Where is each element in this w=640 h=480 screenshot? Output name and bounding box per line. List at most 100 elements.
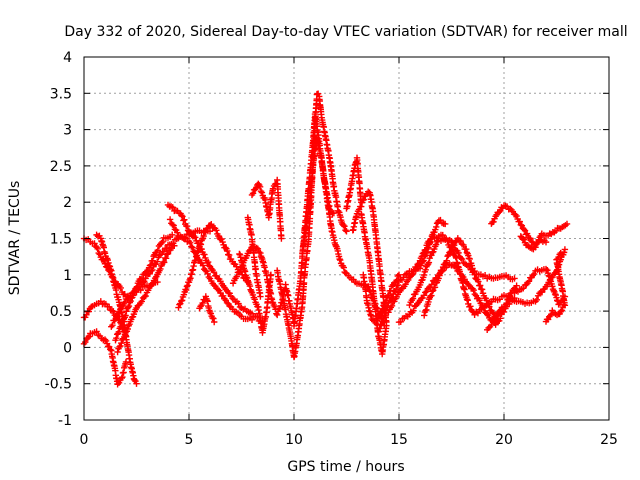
data-point — [154, 247, 161, 254]
data-point — [383, 322, 390, 329]
data-point — [154, 258, 161, 265]
data-point — [204, 258, 212, 266]
data-point — [498, 306, 505, 314]
data-point — [138, 298, 145, 305]
data-point — [133, 380, 140, 387]
data-point — [523, 230, 531, 237]
data-point — [376, 325, 383, 332]
data-point — [96, 251, 103, 258]
data-point — [131, 376, 138, 384]
data-series-sat-g — [114, 242, 178, 356]
data-point — [125, 302, 133, 310]
data-point — [517, 221, 524, 229]
x-tick-label: 0 — [80, 432, 89, 448]
data-point — [122, 312, 129, 319]
data-point — [378, 321, 385, 328]
data-point — [243, 273, 250, 281]
data-point — [420, 292, 428, 299]
y-tick-label: 1.5 — [50, 232, 72, 248]
data-point — [222, 244, 229, 251]
data-point — [109, 321, 116, 329]
data-point — [375, 328, 383, 335]
data-point — [452, 238, 459, 246]
data-point — [538, 288, 546, 296]
data-point — [429, 288, 436, 295]
data-point — [169, 231, 176, 239]
data-point — [160, 259, 168, 266]
data-series-sat-n — [248, 176, 285, 242]
data-point — [251, 186, 259, 193]
data-point — [229, 280, 237, 287]
data-series-sat-c — [80, 328, 130, 388]
data-point — [146, 270, 153, 278]
chart-title: Day 332 of 2020, Sidereal Day-to-day VTE… — [64, 24, 627, 40]
data-point — [101, 336, 109, 343]
data-point — [481, 272, 489, 279]
data-point — [94, 245, 101, 253]
data-point — [358, 203, 365, 210]
data-point — [126, 299, 133, 306]
data-point — [176, 301, 183, 308]
data-point — [106, 303, 113, 311]
data-point — [213, 227, 220, 234]
data-point — [108, 323, 115, 330]
data-series-sat-ab — [484, 246, 569, 334]
data-point — [118, 339, 125, 347]
y-axis-label: SDTVAR / TECUs — [7, 181, 23, 296]
data-point — [278, 235, 285, 242]
data-point — [113, 334, 120, 342]
data-point — [381, 312, 388, 319]
data-point — [186, 239, 194, 247]
data-point — [180, 291, 188, 298]
data-point — [522, 231, 530, 238]
data-point — [226, 290, 233, 297]
data-series-sat-r — [299, 134, 338, 257]
data-point — [471, 271, 478, 278]
data-point — [178, 212, 185, 219]
x-tick-label: 20 — [495, 432, 513, 448]
data-point — [476, 297, 483, 304]
data-point — [179, 213, 186, 220]
y-tick-label: 1 — [63, 268, 72, 284]
data-point — [444, 253, 451, 260]
data-point — [527, 235, 534, 242]
data-point — [384, 292, 392, 299]
data-point — [147, 261, 155, 269]
data-point — [253, 184, 260, 192]
data-point — [479, 303, 487, 311]
data-point — [520, 226, 528, 233]
data-point — [480, 304, 488, 312]
data-point — [218, 235, 225, 243]
data-point — [520, 285, 527, 292]
data-point — [142, 292, 149, 300]
data-point — [149, 257, 156, 264]
data-point — [428, 292, 435, 299]
data-point — [202, 228, 209, 235]
data-point — [443, 257, 450, 264]
data-point — [422, 266, 429, 274]
data-point — [101, 260, 109, 267]
data-point — [441, 260, 449, 268]
data-point — [340, 264, 347, 271]
data-point — [256, 183, 264, 191]
data-point — [181, 216, 188, 223]
data-point — [533, 296, 541, 303]
y-tick-label: 3.5 — [50, 86, 72, 102]
data-point — [423, 288, 430, 295]
data-series-sat-j — [175, 220, 251, 311]
data-point — [465, 281, 472, 289]
data-point — [340, 221, 347, 229]
data-point — [276, 305, 283, 312]
data-point — [162, 255, 170, 262]
data-point — [154, 278, 161, 286]
data-point — [428, 281, 436, 288]
data-point — [455, 249, 462, 257]
data-point — [210, 281, 218, 289]
data-point — [438, 268, 445, 276]
data-point — [372, 319, 380, 327]
data-point — [95, 249, 102, 257]
data-point — [117, 323, 124, 331]
data-point — [360, 196, 367, 203]
data-point — [187, 275, 194, 282]
data-point — [148, 281, 155, 288]
